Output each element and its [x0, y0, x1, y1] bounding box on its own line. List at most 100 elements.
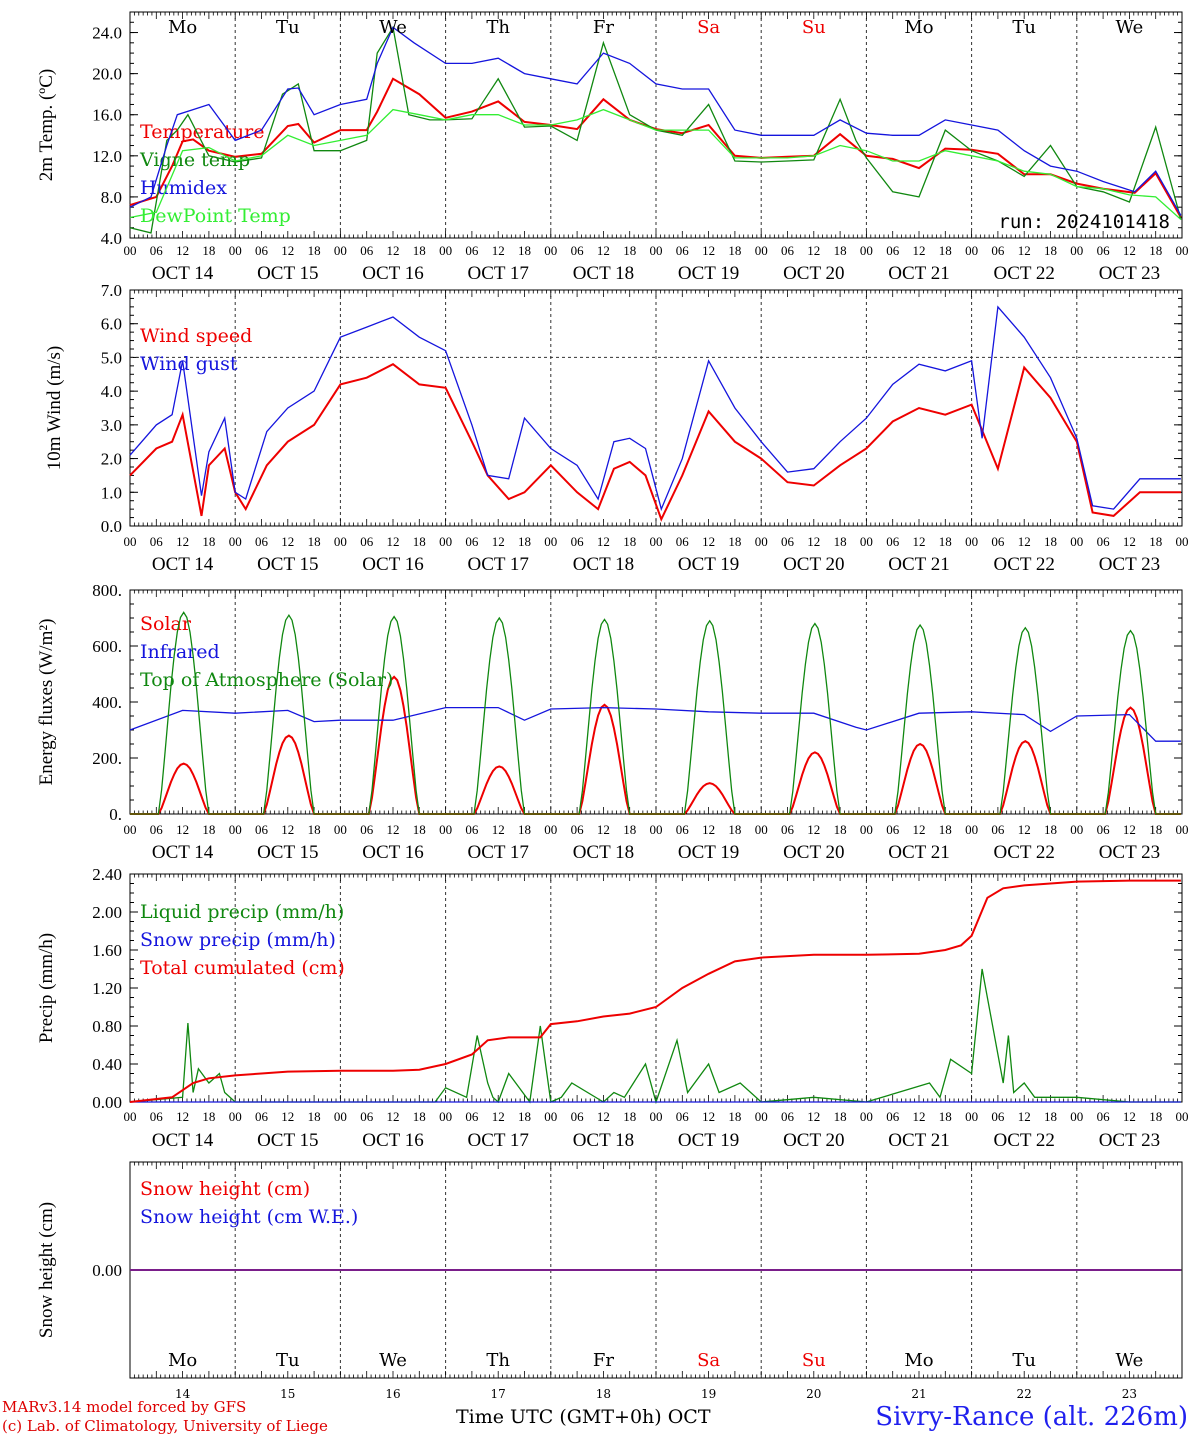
hour-tick-label: 12	[281, 822, 294, 837]
hour-tick-label: 00	[650, 822, 663, 837]
hour-tick-label: 12	[281, 1109, 294, 1124]
date-label: OCT 14	[152, 1130, 214, 1151]
hour-tick-label: 18	[623, 243, 636, 258]
date-label: OCT 22	[993, 263, 1054, 284]
legend-entry: Solar	[140, 613, 192, 635]
legend-entry: Snow height (cm)	[140, 1178, 310, 1200]
hour-tick-label: 12	[1018, 534, 1031, 549]
weekday-label: We	[379, 17, 407, 38]
y-axis-label: Energy fluxes (W/m²)	[36, 619, 57, 786]
hour-tick-label: 12	[807, 243, 820, 258]
hour-tick-label: 00	[860, 822, 873, 837]
date-label: OCT 21	[888, 263, 949, 284]
hour-tick-label: 00	[334, 822, 347, 837]
hour-tick-label: 12	[913, 822, 926, 837]
hour-tick-label: 18	[413, 1109, 426, 1124]
series-line-infrared	[129, 706, 1181, 742]
hour-tick-label: 00	[1176, 243, 1189, 258]
hour-tick-label: 06	[360, 1109, 374, 1124]
date-label: OCT 14	[152, 263, 214, 284]
hour-tick-label: 18	[202, 243, 215, 258]
hour-tick-label: 12	[1018, 822, 1031, 837]
hour-tick-label: 06	[465, 822, 479, 837]
series-line-liquid-precip-mm-h-	[129, 968, 1181, 1105]
hour-tick-label: 12	[913, 243, 926, 258]
y-tick-label: 2.0	[101, 450, 122, 469]
hour-tick-label: 12	[492, 822, 505, 837]
date-label: OCT 16	[362, 842, 423, 863]
time-axis-title: Time UTC (GMT+0h) OCT	[456, 1406, 711, 1428]
legend-entry: Liquid precip (mm/h)	[140, 901, 344, 923]
weekday-label: Fr	[593, 1350, 614, 1371]
hour-tick-label: 06	[991, 243, 1005, 258]
day-number-label: 16	[385, 1387, 400, 1401]
hour-tick-label: 00	[860, 243, 873, 258]
hour-tick-label: 12	[702, 822, 715, 837]
hour-tick-label: 12	[807, 534, 820, 549]
y-axis-label: 2m Temp. (ºC)	[36, 69, 57, 181]
y-tick-label: 0.40	[92, 1055, 122, 1074]
y-tick-label: 24.0	[92, 24, 122, 43]
y-tick-label: 0.	[109, 805, 122, 824]
day-number-label: 14	[175, 1387, 191, 1401]
date-label: OCT 23	[1099, 1130, 1160, 1151]
y-tick-label: 4.0	[101, 229, 122, 248]
hour-tick-label: 06	[676, 822, 690, 837]
y-axis-label: Precip (mm/h)	[36, 933, 57, 1043]
hour-tick-label: 00	[650, 534, 663, 549]
hour-tick-label: 18	[728, 534, 741, 549]
hour-tick-label: 00	[755, 822, 768, 837]
hour-tick-label: 00	[860, 1109, 873, 1124]
hour-tick-label: 00	[124, 1109, 137, 1124]
hour-tick-label: 12	[492, 243, 505, 258]
y-tick-label: 0.0	[101, 517, 122, 536]
date-label: OCT 23	[1099, 554, 1160, 575]
day-number-label: 22	[1017, 1387, 1032, 1401]
y-tick-label: 2.00	[92, 903, 122, 922]
hour-tick-label: 12	[281, 534, 294, 549]
date-label: OCT 14	[152, 554, 214, 575]
hour-tick-label: 06	[886, 243, 900, 258]
hour-tick-label: 12	[1123, 1109, 1136, 1124]
series-line-humidex	[129, 26, 1182, 216]
hour-tick-label: 06	[1097, 1109, 1111, 1124]
date-label: OCT 16	[362, 263, 423, 284]
date-label: OCT 20	[783, 1130, 844, 1151]
y-tick-label: 1.60	[92, 941, 122, 960]
date-label: OCT 21	[888, 554, 949, 575]
hour-tick-label: 12	[1018, 243, 1031, 258]
hour-tick-label: 06	[991, 534, 1005, 549]
hour-tick-label: 12	[492, 1109, 505, 1124]
run-label: run: 2024101418	[998, 211, 1170, 233]
date-label: OCT 21	[888, 842, 949, 863]
hour-tick-label: 06	[571, 534, 585, 549]
hour-tick-label: 00	[860, 534, 873, 549]
hour-tick-label: 18	[834, 822, 847, 837]
series-line-wind-speed	[129, 363, 1181, 522]
hour-tick-label: 12	[387, 534, 400, 549]
hour-tick-label: 12	[1123, 822, 1136, 837]
date-label: OCT 17	[467, 263, 528, 284]
hour-tick-label: 00	[965, 534, 978, 549]
hour-tick-label: 00	[439, 822, 452, 837]
hour-tick-label: 18	[939, 822, 952, 837]
day-number-label: 18	[596, 1387, 611, 1401]
hour-tick-label: 06	[255, 534, 269, 549]
hour-tick-label: 18	[202, 822, 215, 837]
hour-tick-label: 18	[308, 534, 321, 549]
hour-tick-label: 12	[176, 243, 189, 258]
hour-tick-label: 06	[676, 1109, 690, 1124]
day-number-label: 21	[911, 1387, 926, 1401]
hour-tick-label: 00	[334, 1109, 347, 1124]
date-label: OCT 15	[257, 263, 318, 284]
hour-tick-label: 06	[571, 243, 585, 258]
weekday-label: Tu	[1012, 1350, 1036, 1371]
hour-tick-label: 06	[571, 822, 585, 837]
hour-tick-label: 12	[597, 1109, 610, 1124]
date-label: OCT 16	[362, 554, 423, 575]
hour-tick-label: 18	[939, 534, 952, 549]
hour-tick-label: 06	[255, 822, 269, 837]
hour-tick-label: 12	[702, 534, 715, 549]
series-line-temperature	[129, 77, 1182, 218]
weekday-label: Tu	[1012, 17, 1036, 38]
